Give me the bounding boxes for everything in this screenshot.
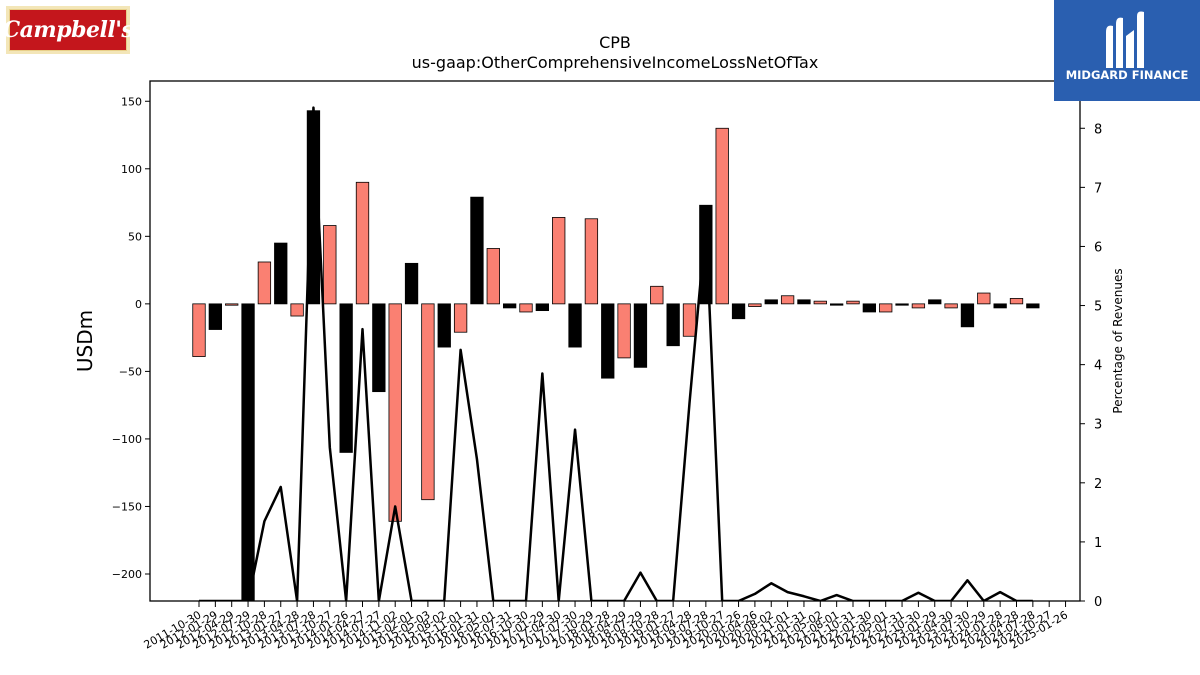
bar: [666, 303, 680, 347]
y2-tick-label: 2: [1094, 477, 1102, 492]
bar: [715, 127, 729, 305]
bar: [699, 204, 713, 305]
bar: [846, 300, 860, 305]
bar: [568, 303, 582, 348]
y2-tick-label: 8: [1094, 122, 1102, 137]
y-tick-label: −200: [112, 568, 142, 581]
bar: [323, 225, 337, 305]
bar: [519, 303, 533, 313]
bar: [731, 303, 746, 320]
midgard-mark-icon: [1106, 11, 1144, 68]
bar: [895, 303, 909, 306]
bar: [977, 292, 991, 305]
y2-axis-label: Percentage of Revenues: [1111, 268, 1125, 413]
y2-tick-label: 1: [1094, 536, 1102, 551]
bar: [453, 303, 468, 333]
y-tick-label: 50: [128, 230, 142, 243]
campbells-logo-text: Campbell's: [2, 17, 134, 43]
y2-tick-label: 7: [1094, 181, 1102, 196]
bar: [584, 218, 599, 305]
bar: [650, 285, 664, 305]
bar: [225, 303, 239, 306]
bar: [535, 303, 549, 312]
bar: [192, 303, 206, 357]
bar: [372, 303, 386, 393]
y-tick-label: 150: [121, 95, 142, 108]
y-tick-label: −100: [112, 433, 142, 446]
percentage-line: [199, 106, 1033, 601]
y2-tick-label: 3: [1094, 418, 1102, 433]
y-tick-label: −150: [112, 500, 142, 513]
plot-series: [192, 106, 1040, 601]
midgard-finance-logo: MIDGARD FINANCE: [1054, 0, 1200, 101]
bar: [633, 303, 648, 368]
bar: [617, 303, 631, 359]
bar: [421, 303, 435, 501]
midgard-finance-text: MIDGARD FINANCE: [1065, 68, 1189, 82]
y2-tick-label: 5: [1094, 300, 1102, 315]
bar: [764, 299, 778, 305]
bar: [257, 261, 272, 305]
bar: [830, 303, 844, 306]
bar: [780, 295, 795, 305]
bar: [339, 303, 353, 453]
bar: [862, 303, 876, 313]
bar: [274, 242, 288, 305]
plot-frame: [149, 80, 1081, 602]
y-axis-label: USDm: [73, 310, 97, 372]
bar: [813, 300, 827, 305]
bar: [993, 303, 1007, 309]
bar: [879, 303, 893, 313]
bar: [355, 181, 370, 305]
bar: [502, 303, 517, 309]
bar: [290, 303, 304, 317]
bar: [928, 299, 942, 305]
bar: [601, 303, 615, 379]
bar: [404, 262, 419, 305]
bar: [388, 303, 402, 522]
bar: [437, 303, 451, 348]
bar: [797, 299, 811, 305]
chart-title-ticker: CPB: [599, 33, 631, 52]
bar: [960, 303, 975, 328]
bar: [486, 248, 500, 305]
bar: [944, 303, 958, 309]
plot-area: 150100500−50−100−150−2000123456782011-10…: [112, 95, 1103, 651]
campbells-logo-badge: Campbell's: [3, 9, 134, 51]
bar: [911, 303, 926, 309]
campbells-logo: Campbell's: [3, 6, 134, 54]
y-tick-label: 100: [121, 163, 142, 176]
bar: [552, 217, 566, 305]
y2-tick-label: 0: [1094, 595, 1102, 610]
bar: [470, 196, 484, 305]
bar: [208, 303, 223, 330]
y-tick-label: −50: [119, 365, 142, 378]
bar: [241, 303, 255, 601]
y-tick-label: 0: [135, 298, 142, 311]
y2-tick-label: 6: [1094, 240, 1102, 255]
y2-tick-label: 4: [1094, 359, 1102, 374]
chart-title-metric: us-gaap:OtherComprehensiveIncomeLossNetO…: [412, 53, 819, 72]
bar: [1026, 303, 1040, 309]
bar: [748, 303, 762, 307]
bar: [1009, 298, 1024, 305]
bar: [682, 303, 697, 337]
